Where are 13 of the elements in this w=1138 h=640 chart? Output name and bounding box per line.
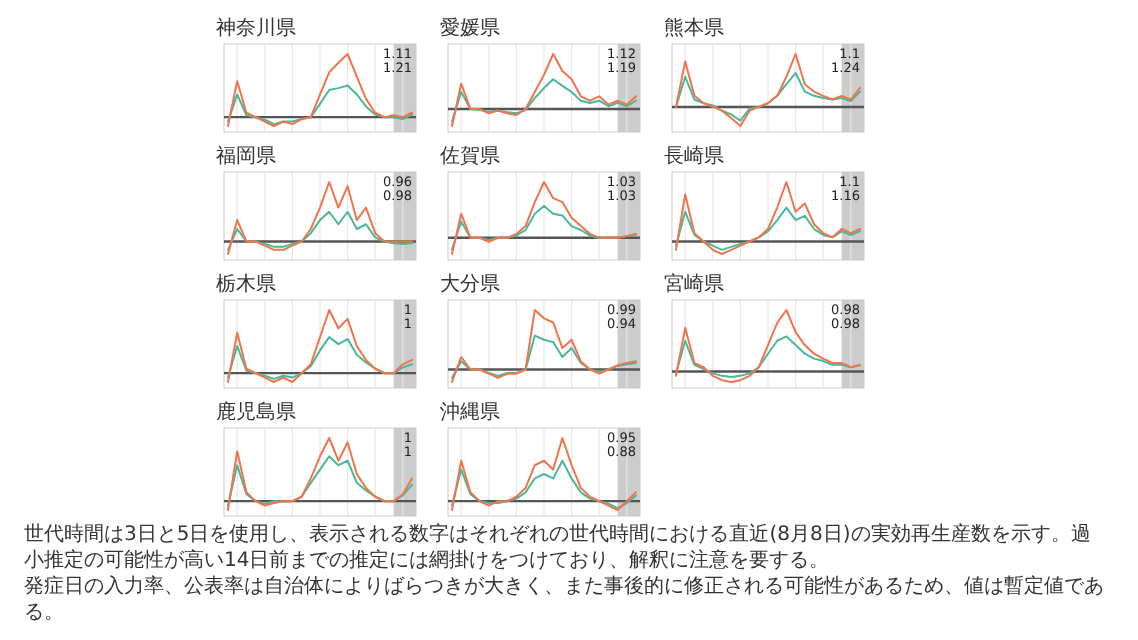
chart-title: 大分県 bbox=[440, 272, 500, 296]
chart-title: 栃木県 bbox=[216, 272, 276, 296]
chart-title: 熊本県 bbox=[664, 16, 724, 40]
chart-title: 鹿児島県 bbox=[216, 400, 296, 424]
chart-title: 佐賀県 bbox=[440, 144, 500, 168]
chart-title: 沖縄県 bbox=[440, 400, 500, 424]
chart-title: 福岡県 bbox=[216, 144, 276, 168]
text: 発症日の入力率、公表率は自治体によりばらつきが大きく、また事後的に修正される可能性があるため、値は暫定値である。 bbox=[24, 574, 1104, 624]
chart-title: 神奈川県 bbox=[216, 16, 296, 40]
text: 世代時間は3日と5日を使用し、表示される数字はそれぞれの世代時間における直近(8月8日)の実効再生産数を示す。過小推定の可能性が高い14日前までの推定には網掛けをつけており、解釈に注意を要する。 bbox=[24, 522, 1091, 572]
chart-title: 愛媛県 bbox=[440, 16, 500, 40]
chart-title: 宮崎県 bbox=[664, 272, 724, 296]
chart-title: 長崎県 bbox=[664, 144, 724, 168]
